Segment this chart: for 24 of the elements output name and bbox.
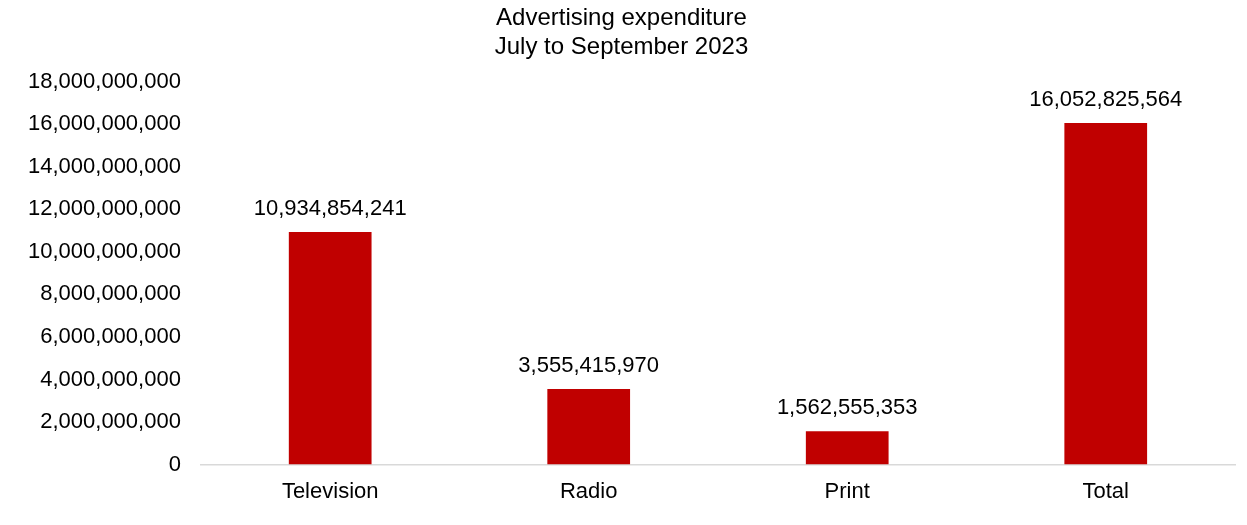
data-label: 16,052,825,564 bbox=[1029, 86, 1183, 112]
chart-title: Advertising expenditure bbox=[496, 3, 747, 31]
y-tick-label: 6,000,000,000 bbox=[40, 323, 181, 348]
bar bbox=[1064, 123, 1148, 465]
x-tick-label: Radio bbox=[559, 477, 618, 503]
y-tick-label: 16,000,000,000 bbox=[27, 110, 181, 136]
data-label: 1,562,555,353 bbox=[776, 394, 918, 420]
x-tick-label: Print bbox=[824, 477, 870, 503]
data-label: 10,934,854,241 bbox=[253, 194, 407, 220]
bar bbox=[547, 388, 631, 465]
bar bbox=[805, 431, 889, 465]
y-tick-label: 18,000,000,000 bbox=[27, 67, 181, 93]
y-tick-label: 4,000,000,000 bbox=[40, 365, 181, 391]
x-tick-label: Total bbox=[1082, 477, 1129, 503]
y-tick-label: 14,000,000,000 bbox=[27, 152, 181, 178]
chart-subtitle: July to September 2023 bbox=[494, 31, 749, 59]
y-tick-label: 12,000,000,000 bbox=[27, 195, 181, 221]
bar bbox=[288, 231, 372, 465]
data-label: 3,555,415,970 bbox=[518, 352, 660, 378]
y-tick-label: 10,000,000,000 bbox=[27, 237, 181, 263]
y-tick-label: 0 bbox=[168, 450, 181, 476]
y-tick-label: 8,000,000,000 bbox=[40, 280, 181, 306]
y-tick-label: 2,000,000,000 bbox=[40, 408, 181, 434]
x-tick-label: Television bbox=[281, 477, 379, 503]
